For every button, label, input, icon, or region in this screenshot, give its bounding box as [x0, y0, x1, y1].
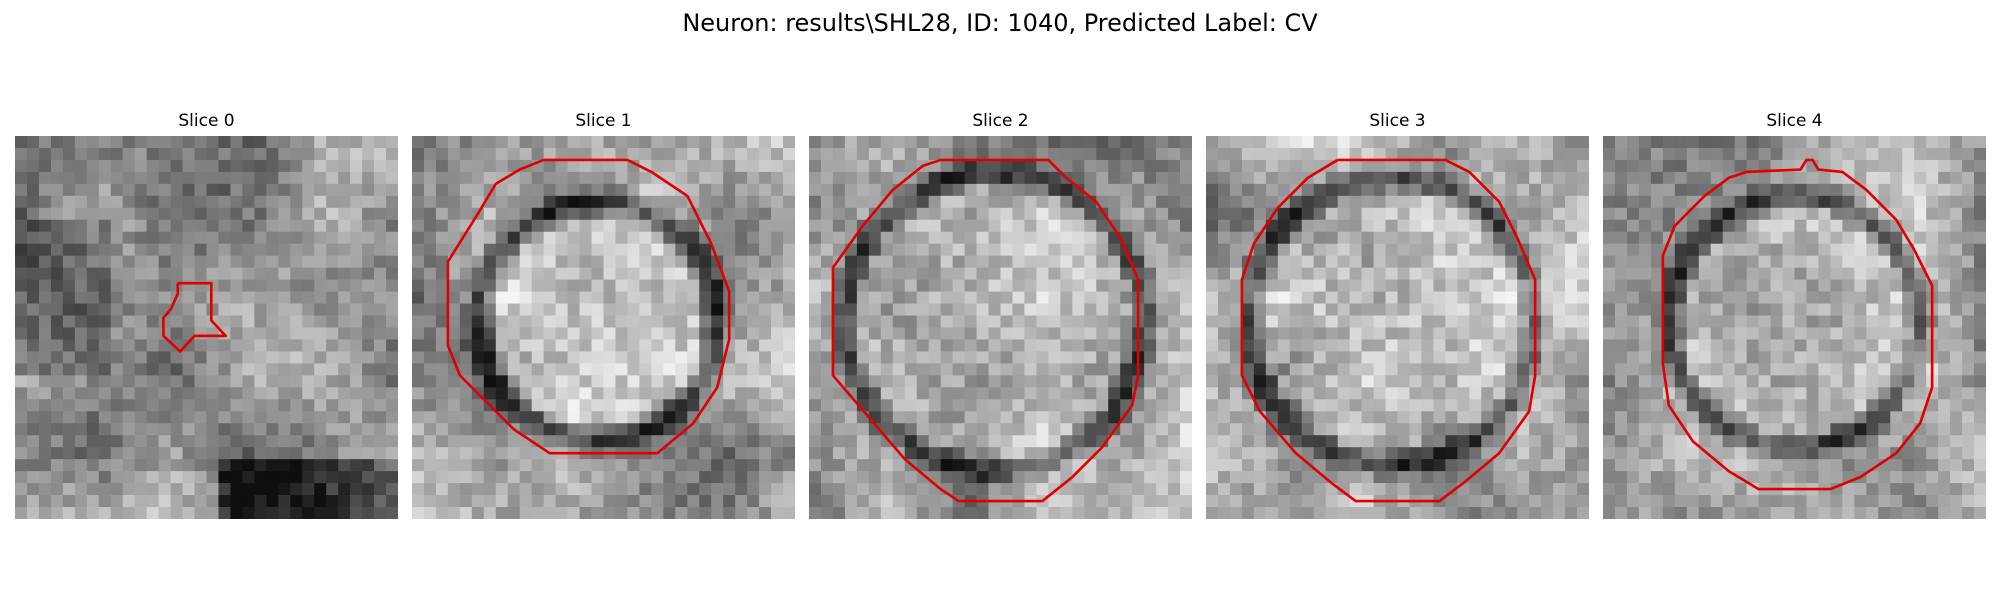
slice-image — [1206, 136, 1589, 519]
segmentation-contour — [446, 158, 731, 455]
slice-image — [1603, 136, 1986, 519]
segmentation-contour — [1240, 158, 1537, 503]
slice-panel-1: Slice 1 — [412, 108, 795, 519]
figure-title: Neuron: results\SHL28, ID: 1040, Predict… — [682, 9, 1318, 37]
slice-panel-0: Slice 0 — [15, 108, 398, 519]
slice-panel-4: Slice 4 — [1603, 108, 1986, 519]
segmentation-contour — [1661, 158, 1934, 491]
slice-panel-2: Slice 2 — [809, 108, 1192, 519]
slice-image — [15, 136, 398, 519]
segmentation-contour — [831, 158, 1140, 503]
slice-panel-3: Slice 3 — [1206, 108, 1589, 519]
slice-title: Slice 4 — [1766, 111, 1823, 131]
slice-title: Slice 0 — [178, 111, 235, 131]
slice-title: Slice 2 — [972, 111, 1029, 131]
slice-title: Slice 1 — [575, 111, 632, 131]
slice-title: Slice 3 — [1369, 111, 1426, 131]
slice-image — [412, 136, 795, 519]
slice-image — [809, 136, 1192, 519]
segmentation-contour — [162, 281, 227, 353]
